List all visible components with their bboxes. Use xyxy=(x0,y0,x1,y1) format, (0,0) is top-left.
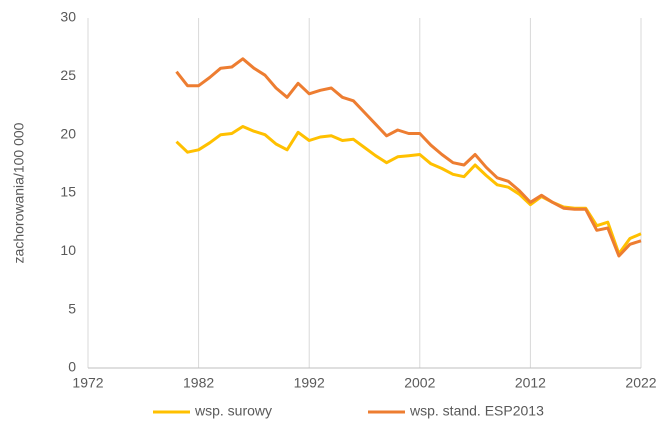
y-tick-label: 20 xyxy=(60,125,76,141)
legend-label: wsp. stand. ESP2013 xyxy=(409,403,544,419)
data-line xyxy=(175,125,642,256)
x-tick-label: 1972 xyxy=(72,375,103,391)
y-tick-label: 0 xyxy=(68,359,76,375)
x-tick-label: 1992 xyxy=(294,375,325,391)
y-tick-label: 5 xyxy=(68,300,76,316)
y-tick-label: 10 xyxy=(60,242,76,258)
y-tick-label: 30 xyxy=(60,9,76,25)
data-line xyxy=(175,57,642,258)
x-tick-label: 1982 xyxy=(183,375,214,391)
legend-label: wsp. surowy xyxy=(194,403,272,419)
y-tick-label: 15 xyxy=(60,184,76,200)
y-tick-label: 25 xyxy=(60,67,76,83)
y-axis-label: zachorowania/100 000 xyxy=(11,122,27,263)
x-tick-label: 2002 xyxy=(404,375,435,391)
x-tick-label: 2022 xyxy=(625,375,656,391)
x-tick-label: 2012 xyxy=(515,375,546,391)
